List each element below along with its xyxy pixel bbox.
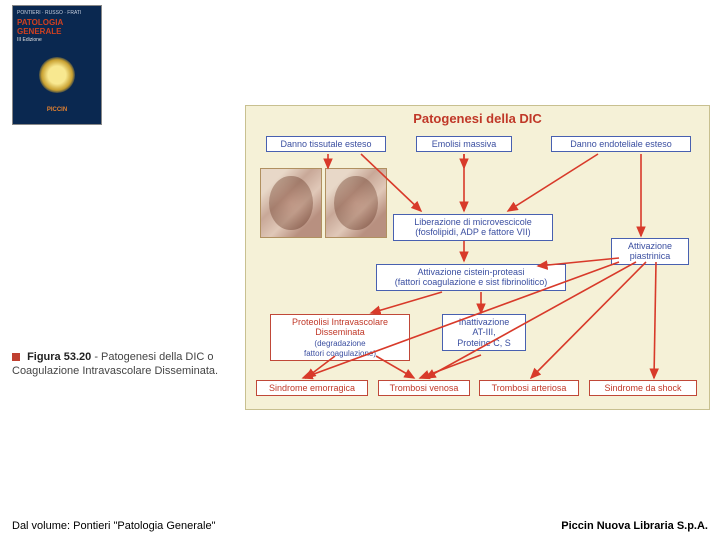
book-publisher: PICCIN — [17, 107, 97, 113]
node-trombosi-arteriosa: Trombosi arteriosa — [479, 380, 579, 396]
node-emolisi: Emolisi massiva — [416, 136, 512, 152]
book-title: PATOLOGIA GENERALE — [17, 18, 97, 36]
node-sindrome-emorragica: Sindrome emorragica — [256, 380, 368, 396]
proteolisi-sub: (degradazionefattori coagulazione) — [304, 339, 376, 358]
node-trombosi-venosa: Trombosi venosa — [378, 380, 470, 396]
node-danno-tissutale: Danno tissutale esteso — [266, 136, 386, 152]
node-inattivazione: InattivazioneAT-III,Proteine C, S — [442, 314, 526, 351]
book-cover: PONTIERI · RUSSO · FRATI PATOLOGIA GENER… — [12, 5, 102, 125]
figure-caption: Figura 53.20 - Patogenesi della DIC o Co… — [12, 350, 222, 379]
diagram-title: Patogenesi della DIC — [246, 106, 709, 126]
node-danno-endoteliale: Danno endoteliale esteso — [551, 136, 691, 152]
node-cistein: Attivazione cistein-proteasi(fattori coa… — [376, 264, 566, 291]
book-subtitle: III Edizione — [17, 37, 97, 43]
node-microvescicole: Liberazione di microvescicole(fosfolipid… — [393, 214, 553, 241]
footer-source: Dal volume: Pontieri "Patologia Generale… — [12, 520, 215, 532]
dic-diagram: Patogenesi della DIC Danno tissutale est… — [245, 105, 710, 410]
node-sindrome-shock: Sindrome da shock — [589, 380, 697, 396]
histology-image-1 — [260, 168, 322, 238]
bullet-icon — [12, 353, 20, 361]
histology-image-2 — [325, 168, 387, 238]
node-attivazione-piastrinica: Attivazionepiastrinica — [611, 238, 689, 265]
node-proteolisi: Proteolisi IntravascolareDisseminata (de… — [270, 314, 410, 361]
proteolisi-title: Proteolisi IntravascolareDisseminata — [292, 317, 388, 337]
footer-publisher: Piccin Nuova Libraria S.p.A. — [561, 520, 708, 532]
cover-virus-icon — [39, 57, 75, 93]
figure-number: Figura 53.20 — [27, 351, 91, 363]
book-authors: PONTIERI · RUSSO · FRATI — [17, 10, 97, 16]
